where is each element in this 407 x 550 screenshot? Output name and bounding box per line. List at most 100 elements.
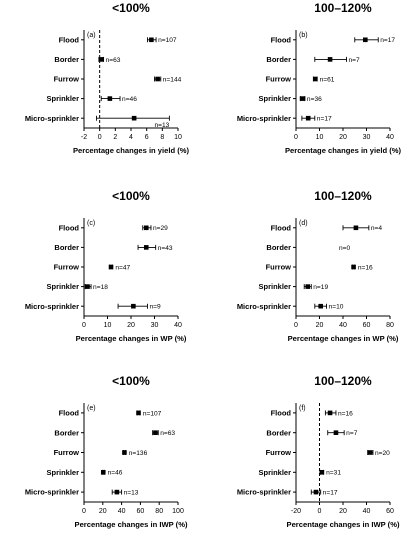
data-point (143, 225, 149, 231)
n-label: n=17 (323, 490, 338, 497)
category-label: Sprinkler (258, 282, 291, 291)
x-tick-label: 20 (99, 508, 107, 515)
data-point (114, 489, 120, 495)
data-point (312, 76, 318, 82)
panel-b: 100–120% (b) 0 10 20 30 40 Percentage changes i… (237, 1, 402, 155)
category-label: Flood (59, 223, 80, 232)
x-tick-label: 60 (363, 322, 371, 329)
data-point (318, 303, 323, 309)
n-label: n=10 (329, 304, 344, 311)
n-label: n=0 (339, 245, 351, 252)
data-point (333, 430, 339, 435)
n-label: n=17 (317, 116, 332, 123)
data-point (327, 410, 333, 416)
x-tick-label: 6 (145, 134, 149, 141)
n-label: n=43 (158, 245, 173, 252)
category-label: Flood (271, 35, 292, 44)
x-tick-label: 2 (113, 134, 117, 141)
x-tick-label: 80 (155, 508, 163, 515)
panel-label: (f) (299, 405, 306, 412)
x-tick-label: 20 (316, 322, 324, 329)
panel-label: (c) (87, 220, 95, 227)
n-label: n=107 (143, 410, 162, 417)
n-label: n=107 (158, 37, 177, 44)
panel-e: <100% (e) 0 20 40 60 80 100 Percentage changes i… (25, 374, 188, 529)
x-axis-label: Percentage changes in WP (%) (76, 334, 187, 343)
panel-title: 100–120% (314, 189, 372, 203)
category-label: Furrow (54, 448, 80, 457)
n-label: n=29 (153, 225, 168, 232)
data-point (149, 37, 154, 43)
n-label: n=61 (320, 76, 335, 83)
data-point (131, 303, 136, 309)
category-label: Border (54, 55, 79, 64)
n-label: n=7 (349, 57, 361, 64)
data-point (353, 225, 359, 231)
panel-title: <100% (112, 189, 150, 203)
x-axis-label: Percentage changes in WP (%) (288, 334, 399, 343)
n-label: n=16 (358, 264, 373, 271)
category-label: Flood (271, 223, 292, 232)
category-label: Furrow (54, 263, 80, 272)
category-label: Flood (271, 409, 292, 418)
x-tick-label: 10 (104, 322, 112, 329)
data-point (122, 450, 127, 455)
x-axis-label: Percentage changes in yield (%) (285, 146, 402, 155)
panel-f: 100–120% (f) -20 0 20 40 60 Percentage changes … (237, 374, 400, 529)
category-label: Flood (59, 409, 80, 418)
category-label: Micro-sprinkler (25, 302, 79, 311)
n-label: n=20 (375, 450, 390, 457)
category-label: Furrow (266, 448, 292, 457)
data-point (108, 264, 114, 270)
x-tick-label: 30 (151, 322, 159, 329)
n-label: n=19 (313, 284, 328, 291)
n-label: n=63 (160, 430, 175, 437)
category-label: Micro-sprinkler (237, 488, 291, 497)
x-tick-label: 8 (160, 134, 164, 141)
n-label: n=4 (371, 225, 383, 232)
data-point (85, 284, 90, 289)
n-label: n=13 (124, 490, 139, 497)
panel-c: <100% (c) 0 10 20 30 40 Percentage changes in W… (25, 189, 187, 343)
n-label: n=36 (307, 96, 322, 103)
x-tick-label: 40 (386, 134, 394, 141)
panel-title: <100% (112, 374, 150, 388)
x-tick-label: 0 (294, 134, 298, 141)
n-label: n=46 (122, 96, 137, 103)
category-label: Border (54, 243, 79, 252)
n-label: n=16 (338, 410, 353, 417)
data-point (300, 96, 305, 101)
x-tick-label: 40 (339, 322, 347, 329)
data-point (363, 37, 368, 43)
data-point (100, 470, 106, 475)
category-label: Border (266, 428, 291, 437)
category-label: Sprinkler (258, 468, 291, 477)
x-tick-label: 40 (174, 322, 182, 329)
category-label: Micro-sprinkler (237, 114, 291, 123)
n-label: n=17 (380, 37, 395, 44)
data-point (367, 450, 373, 455)
x-tick-label: 20 (339, 508, 347, 515)
category-label: Furrow (266, 75, 292, 84)
panel-label: (a) (87, 32, 96, 39)
data-point (327, 57, 333, 62)
x-tick-label: 100 (172, 508, 184, 515)
x-tick-label: 0 (82, 322, 86, 329)
category-label: Micro-sprinkler (25, 488, 79, 497)
data-point (136, 410, 141, 416)
x-tick-label: -2 (81, 134, 87, 141)
x-tick-label: 40 (118, 508, 126, 515)
category-label: Furrow (54, 75, 80, 84)
category-label: Sprinkler (46, 468, 79, 477)
data-point (107, 96, 113, 101)
data-point (313, 489, 319, 495)
x-tick-label: 80 (386, 322, 394, 329)
category-label: Furrow (266, 263, 292, 272)
n-label: n=13 (155, 122, 170, 129)
n-label: n=18 (93, 284, 108, 291)
data-point (155, 76, 160, 82)
x-tick-label: 20 (127, 322, 135, 329)
x-tick-label: -20 (291, 508, 301, 515)
n-label: n=47 (115, 264, 130, 271)
category-label: Sprinkler (258, 94, 291, 103)
